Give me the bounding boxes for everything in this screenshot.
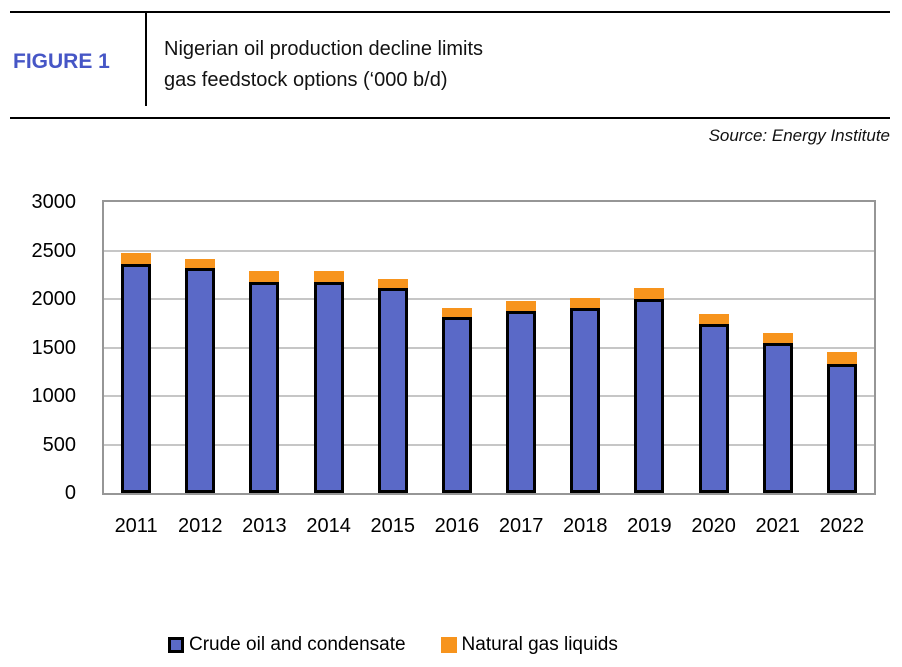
crude-segment-2016 (441, 317, 472, 493)
bar-group-2014 (313, 271, 344, 493)
crude-segment-2019 (634, 298, 665, 493)
x-tick-label-2016: 2016 (434, 515, 480, 537)
gridline-1000 (104, 395, 874, 397)
legend-label-crude: Crude oil and condensate (189, 634, 406, 655)
crude-segment-2018 (570, 307, 601, 493)
gridline-2500 (104, 249, 874, 252)
crude-segment-2015 (377, 288, 408, 493)
bar-group-2019 (634, 288, 665, 493)
bar-group-2013 (249, 271, 280, 493)
x-tick-label-2021: 2021 (755, 515, 801, 537)
bar-group-2021 (762, 332, 793, 493)
ngl-segment-2022 (826, 351, 857, 364)
ngl-segment-2019 (634, 288, 665, 299)
x-tick-label-2012: 2012 (178, 515, 223, 537)
y-tick-label-1000: 1000 (31, 385, 77, 407)
ngl-segment-2016 (441, 308, 472, 318)
gridline-2000 (104, 298, 874, 300)
crude-segment-2017 (506, 311, 537, 493)
gridline-500 (104, 443, 874, 446)
crude-segment-2022 (826, 363, 857, 493)
gridline-1500 (104, 346, 874, 349)
ngl-segment-2020 (698, 314, 729, 324)
legend-item-ngl: Natural gas liquids (440, 634, 618, 656)
figure-number-label: FIGURE 1 (13, 50, 110, 73)
y-tick-label-3000: 3000 (31, 191, 77, 213)
y-tick-label-2000: 2000 (31, 288, 77, 310)
x-tick-label-2020: 2020 (691, 515, 736, 537)
legend-label-ngl: Natural gas liquids (461, 634, 618, 655)
x-tick-label-2017: 2017 (498, 515, 544, 537)
ngl-segment-2015 (377, 279, 408, 289)
legend-item-crude: Crude oil and condensate (168, 634, 406, 656)
y-tick-label-500: 500 (42, 433, 76, 456)
y-tick-label-1500: 1500 (31, 336, 77, 359)
y-tick-label-2500: 2500 (31, 239, 77, 262)
crude-segment-2014 (313, 281, 344, 493)
bar-group-2020 (698, 314, 729, 493)
bar-group-2011 (121, 253, 152, 493)
crude-segment-2021 (762, 342, 793, 493)
source-credit: Source: Energy Institute (708, 126, 890, 145)
x-tick-label-2011: 2011 (114, 515, 158, 537)
bar-group-2012 (185, 258, 216, 493)
top-rule (10, 11, 890, 13)
crude-swatch-icon (168, 637, 184, 653)
figure-title-line2: gas feedstock options (‘000 b/d) (164, 69, 448, 91)
ngl-segment-2014 (313, 271, 344, 282)
x-tick-label-2014: 2014 (306, 515, 351, 537)
middle-rule (10, 117, 890, 119)
ngl-swatch-icon (440, 637, 457, 653)
ngl-segment-2013 (249, 271, 280, 282)
x-tick-label-2015: 2015 (370, 515, 416, 537)
ngl-segment-2011 (121, 253, 152, 265)
bar-group-2015 (377, 279, 408, 493)
header-divider (145, 13, 147, 106)
figure-title-line1: Nigerian oil production decline limits (164, 38, 484, 60)
crude-segment-2012 (185, 268, 216, 493)
y-tick-label-0: 0 (64, 482, 76, 504)
ngl-segment-2012 (185, 258, 216, 269)
plot-area (102, 200, 876, 495)
x-tick-label-2018: 2018 (563, 515, 608, 537)
chart-legend: Crude oil and condensate Natural gas liq… (168, 634, 618, 656)
ngl-segment-2017 (506, 301, 537, 312)
ngl-segment-2018 (570, 298, 601, 308)
crude-segment-2011 (121, 264, 152, 493)
bar-group-2018 (570, 298, 601, 493)
x-tick-label-2022: 2022 (819, 515, 865, 537)
bar-group-2017 (506, 301, 537, 493)
x-tick-label-2019: 2019 (627, 515, 672, 537)
figure-title: Nigerian oil production decline limits g… (164, 34, 483, 96)
ngl-segment-2021 (762, 332, 793, 343)
crude-segment-2013 (249, 281, 280, 493)
x-tick-label-2013: 2013 (242, 515, 287, 537)
bar-group-2022 (826, 351, 857, 493)
bar-group-2016 (441, 308, 472, 493)
crude-segment-2020 (698, 323, 729, 493)
